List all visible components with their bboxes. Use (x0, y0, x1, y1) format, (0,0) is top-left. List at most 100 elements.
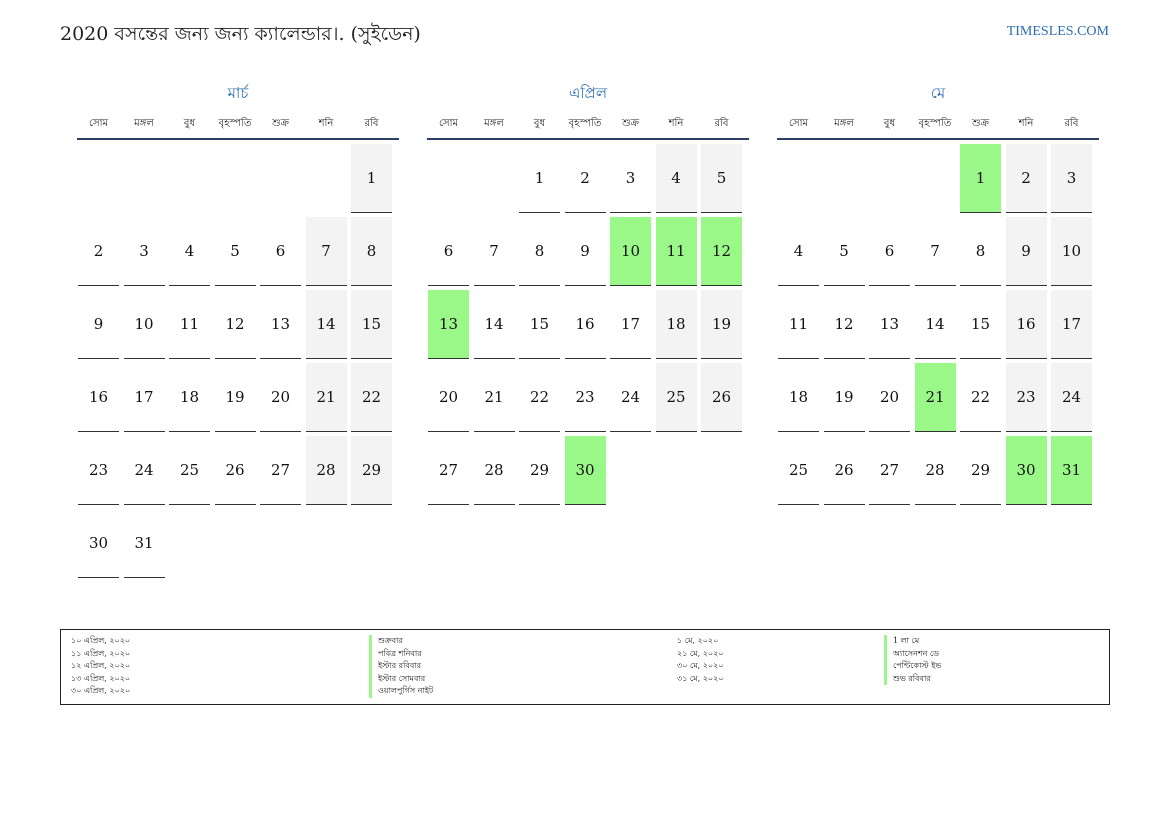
day-cell[interactable]: 19 (701, 290, 742, 359)
day-cell[interactable]: 8 (519, 217, 560, 286)
day-cell[interactable]: 17 (1051, 290, 1092, 359)
day-cell[interactable]: 23 (1005, 363, 1047, 432)
day-cell[interactable]: 20 (869, 363, 910, 432)
day-cell[interactable]: 31 (123, 509, 165, 578)
day-cell[interactable]: 28 (473, 436, 515, 505)
day-cell[interactable]: 6 (428, 217, 469, 286)
day-cell[interactable]: 12 (214, 290, 256, 359)
day-cell[interactable]: 22 (351, 363, 392, 432)
day-cell[interactable]: 2 (564, 144, 606, 213)
day-cell[interactable]: 27 (428, 436, 469, 505)
day-cell[interactable]: 20 (260, 363, 301, 432)
day-cell[interactable]: 23 (78, 436, 119, 505)
day-cell[interactable]: 24 (1051, 363, 1092, 432)
day-cell[interactable]: 22 (519, 363, 560, 432)
day-cell[interactable]: 12 (823, 290, 865, 359)
day-cell[interactable]: 18 (778, 363, 819, 432)
day-cell[interactable]: 4 (169, 217, 210, 286)
day-cell[interactable]: 26 (701, 363, 742, 432)
day-cell[interactable]: 29 (519, 436, 560, 505)
day-cell[interactable]: 2 (1005, 144, 1047, 213)
day-cell[interactable]: 11 (169, 290, 210, 359)
site-link[interactable]: TIMESLES.COM (1006, 24, 1109, 39)
day-cell[interactable]: 4 (655, 144, 697, 213)
day-cell[interactable]: 9 (564, 217, 606, 286)
day-cell[interactable]: 10 (123, 290, 165, 359)
day-cell[interactable]: 17 (123, 363, 165, 432)
day-cell[interactable]: 1 (519, 144, 560, 213)
day-cell[interactable]: 17 (610, 290, 651, 359)
day-cell[interactable]: 14 (473, 290, 515, 359)
day-cell[interactable]: 16 (1005, 290, 1047, 359)
day-cell[interactable]: 15 (960, 290, 1001, 359)
day-cell[interactable]: 14 (305, 290, 347, 359)
day-cell[interactable]: 24 (610, 363, 651, 432)
day-cell[interactable]: 27 (260, 436, 301, 505)
day-cell[interactable]: 5 (214, 217, 256, 286)
holiday-day-cell[interactable]: 10 (610, 217, 651, 286)
day-cell[interactable]: 27 (869, 436, 910, 505)
day-cell[interactable]: 23 (564, 363, 606, 432)
day-cell[interactable]: 9 (1005, 217, 1047, 286)
day-cell[interactable]: 29 (960, 436, 1001, 505)
day-cell[interactable]: 21 (305, 363, 347, 432)
holiday-day-cell[interactable]: 30 (1005, 436, 1047, 505)
day-cell[interactable]: 5 (701, 144, 742, 213)
day-cell[interactable]: 7 (473, 217, 515, 286)
day-cell[interactable]: 25 (655, 363, 697, 432)
day-cell[interactable]: 18 (169, 363, 210, 432)
day-cell[interactable]: 5 (823, 217, 865, 286)
day-cell[interactable]: 8 (351, 217, 392, 286)
legend-date: ১৩ এপ্রিল, ২০২০ (71, 673, 131, 683)
day-cell[interactable]: 16 (78, 363, 119, 432)
legend-holiday-name: শুক্রবার (369, 635, 433, 648)
day-cell[interactable]: 1 (351, 144, 392, 213)
day-cell[interactable]: 25 (169, 436, 210, 505)
holiday-day-cell[interactable]: 12 (701, 217, 742, 286)
day-cell[interactable]: 15 (351, 290, 392, 359)
day-cell[interactable]: 29 (351, 436, 392, 505)
day-cell[interactable]: 30 (78, 509, 119, 578)
day-cell[interactable]: 18 (655, 290, 697, 359)
day-cell[interactable]: 16 (564, 290, 606, 359)
weekday-header: সোম মঙ্গল বুধ বৃহস্পতি শুক্র শনি রবি (77, 114, 399, 140)
holiday-day-cell[interactable]: 11 (655, 217, 697, 286)
day-cell[interactable]: 14 (914, 290, 956, 359)
day-cell[interactable]: 3 (610, 144, 651, 213)
weekday-label: বৃহস্পতি (568, 118, 602, 129)
day-cell[interactable]: 26 (214, 436, 256, 505)
holiday-day-cell[interactable]: 1 (960, 144, 1001, 213)
day-cell[interactable]: 25 (778, 436, 819, 505)
empty-day-cell (306, 144, 347, 212)
day-cell[interactable]: 28 (914, 436, 956, 505)
day-cell[interactable]: 4 (778, 217, 819, 286)
day-cell[interactable]: 19 (823, 363, 865, 432)
day-cell[interactable]: 19 (214, 363, 256, 432)
day-cell[interactable]: 2 (78, 217, 119, 286)
day-cell[interactable]: 28 (305, 436, 347, 505)
day-cell[interactable]: 10 (1051, 217, 1092, 286)
day-cell[interactable]: 6 (869, 217, 910, 286)
day-cell[interactable]: 3 (123, 217, 165, 286)
day-cell[interactable]: 13 (260, 290, 301, 359)
day-cell[interactable]: 7 (914, 217, 956, 286)
holiday-day-cell[interactable]: 21 (914, 363, 956, 432)
day-cell[interactable]: 15 (519, 290, 560, 359)
legend-date: ১ মে, ২০২০ (677, 636, 719, 645)
day-cell[interactable]: 6 (260, 217, 301, 286)
day-cell[interactable]: 7 (305, 217, 347, 286)
day-cell[interactable]: 26 (823, 436, 865, 505)
day-cell[interactable]: 8 (960, 217, 1001, 286)
holiday-day-cell[interactable]: 30 (564, 436, 606, 505)
day-cell[interactable]: 11 (778, 290, 819, 359)
day-cell[interactable]: 24 (123, 436, 165, 505)
holiday-day-cell[interactable]: 31 (1051, 436, 1092, 505)
day-cell[interactable]: 21 (473, 363, 515, 432)
day-cell[interactable]: 13 (869, 290, 910, 359)
day-cell[interactable]: 9 (78, 290, 119, 359)
day-cell[interactable]: 20 (428, 363, 469, 432)
weekday-label: বৃহস্পতি (918, 118, 952, 129)
day-cell[interactable]: 3 (1051, 144, 1092, 213)
holiday-day-cell[interactable]: 13 (428, 290, 469, 359)
day-cell[interactable]: 22 (960, 363, 1001, 432)
